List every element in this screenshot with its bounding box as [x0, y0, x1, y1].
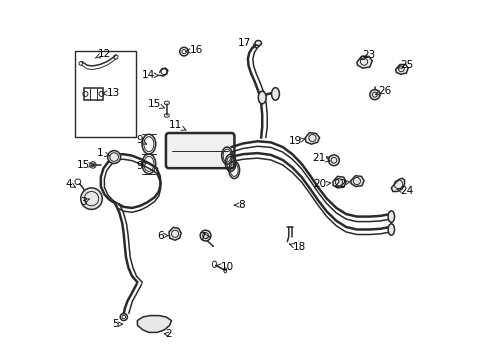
Text: 7: 7	[199, 232, 210, 242]
Text: 8: 8	[235, 200, 245, 210]
Ellipse shape	[255, 41, 262, 45]
Ellipse shape	[388, 224, 394, 235]
Text: 15: 15	[147, 99, 164, 109]
Text: 18: 18	[290, 242, 306, 252]
Text: 1: 1	[97, 148, 109, 158]
Text: 5: 5	[112, 319, 122, 329]
Text: 3: 3	[80, 197, 90, 207]
Circle shape	[200, 230, 211, 241]
Bar	[84, 88, 103, 100]
Circle shape	[108, 150, 121, 163]
Text: 11: 11	[169, 121, 186, 130]
Text: 19: 19	[289, 136, 305, 146]
Text: 26: 26	[375, 86, 392, 96]
Text: 15: 15	[77, 160, 94, 170]
Text: 23: 23	[360, 50, 376, 60]
Text: 13: 13	[102, 88, 120, 98]
Text: 14: 14	[142, 70, 159, 80]
Polygon shape	[169, 227, 181, 240]
Polygon shape	[333, 176, 346, 188]
Polygon shape	[305, 133, 319, 144]
Text: 25: 25	[397, 59, 413, 69]
Text: 16: 16	[186, 45, 203, 55]
Polygon shape	[351, 176, 364, 186]
Ellipse shape	[388, 211, 394, 222]
FancyBboxPatch shape	[166, 133, 234, 168]
Polygon shape	[392, 178, 405, 192]
Circle shape	[81, 188, 102, 210]
Text: 21: 21	[313, 153, 330, 163]
Text: 2: 2	[164, 329, 171, 339]
Text: 6: 6	[158, 231, 168, 240]
Text: 12: 12	[95, 49, 111, 59]
Ellipse shape	[258, 91, 266, 104]
Text: 22: 22	[333, 179, 350, 189]
Text: 9: 9	[136, 135, 147, 145]
Circle shape	[329, 155, 339, 166]
Text: 17: 17	[238, 38, 257, 48]
Ellipse shape	[271, 87, 279, 100]
Text: 10: 10	[217, 262, 234, 272]
Text: 9: 9	[136, 161, 147, 171]
Bar	[74, 51, 136, 137]
Text: 24: 24	[397, 186, 413, 197]
Polygon shape	[357, 56, 372, 68]
Text: 4: 4	[66, 179, 75, 189]
Polygon shape	[395, 64, 408, 74]
Polygon shape	[137, 316, 172, 332]
Circle shape	[370, 90, 380, 100]
Text: 20: 20	[314, 179, 331, 189]
